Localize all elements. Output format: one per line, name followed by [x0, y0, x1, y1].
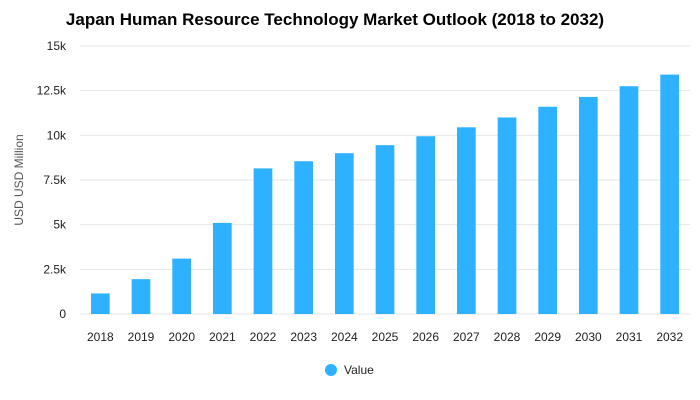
- x-tick-label: 2024: [331, 330, 358, 344]
- bar-2018[interactable]: [90, 293, 110, 314]
- x-tick-label: 2029: [534, 330, 561, 344]
- bar-2030[interactable]: [578, 96, 598, 314]
- y-tick-label: 12.5k: [37, 84, 67, 98]
- y-tick-label: 2.5k: [43, 262, 67, 276]
- bar-2025[interactable]: [375, 145, 395, 314]
- bar-2019[interactable]: [131, 279, 151, 314]
- y-tick-label: 0: [59, 307, 66, 321]
- bar-2024[interactable]: [334, 153, 354, 314]
- x-tick-label: 2031: [616, 330, 643, 344]
- bar-2027[interactable]: [456, 127, 476, 314]
- x-tick-label: 2022: [250, 330, 277, 344]
- y-tick-label: 15k: [47, 39, 67, 53]
- bars: [90, 74, 680, 314]
- bar-2026[interactable]: [416, 136, 436, 314]
- legend-swatch: [325, 364, 337, 376]
- bar-2023[interactable]: [294, 161, 314, 314]
- x-tick-label: 2025: [372, 330, 399, 344]
- x-tick-label: 2032: [656, 330, 683, 344]
- y-axis-ticks: 0 2.5k 5k 7.5k 10k 12.5k 15k: [37, 39, 67, 321]
- x-tick-label: 2027: [453, 330, 480, 344]
- x-axis-ticks: 2018 2019 2020 2021 2022 2023 2024 2025 2026 2027…: [87, 330, 683, 344]
- chart-title: Japan Human Resource Technology Market O…: [66, 10, 604, 29]
- bar-2028[interactable]: [497, 117, 517, 314]
- legend-label-value: Value: [344, 363, 374, 377]
- x-tick-label: 2023: [290, 330, 317, 344]
- x-tick-label: 2018: [87, 330, 114, 344]
- bar-2031[interactable]: [619, 86, 639, 314]
- bar-2021[interactable]: [212, 222, 232, 314]
- bar-2032[interactable]: [660, 74, 680, 314]
- x-tick-label: 2026: [412, 330, 439, 344]
- x-tick-label: 2021: [209, 330, 236, 344]
- legend[interactable]: Value: [325, 363, 374, 377]
- x-tick-label: 2020: [168, 330, 195, 344]
- y-tick-label: 5k: [53, 218, 67, 232]
- bar-2020[interactable]: [172, 258, 192, 314]
- y-tick-label: 7.5k: [43, 173, 67, 187]
- x-tick-label: 2028: [494, 330, 521, 344]
- bar-2029[interactable]: [538, 106, 558, 314]
- x-tick-label: 2030: [575, 330, 602, 344]
- y-axis-label: USD USD Million: [12, 134, 26, 225]
- bar-2022[interactable]: [253, 168, 273, 314]
- y-tick-label: 10k: [47, 128, 67, 142]
- x-tick-label: 2019: [128, 330, 155, 344]
